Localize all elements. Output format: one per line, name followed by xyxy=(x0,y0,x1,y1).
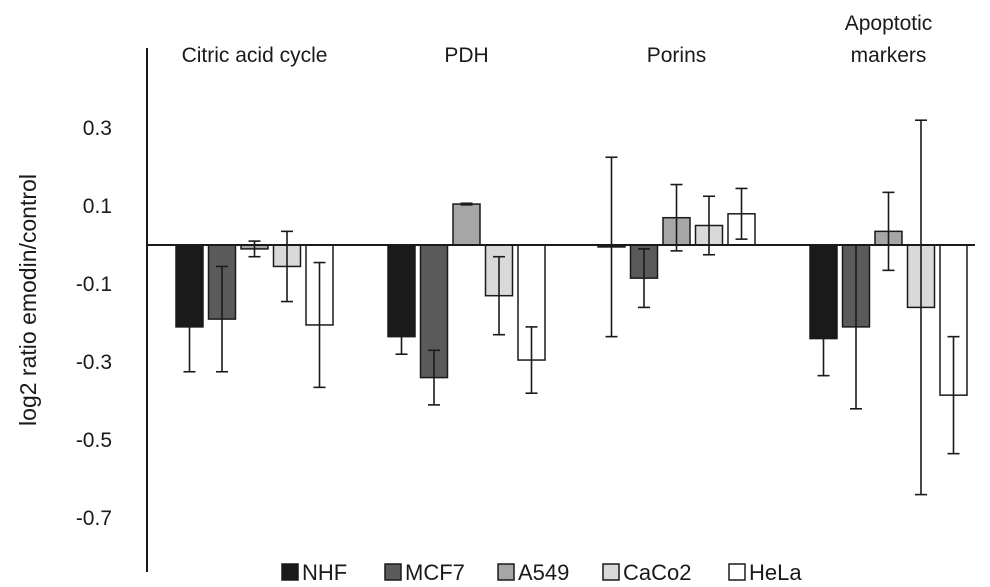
error-bar-mcf7-porins xyxy=(638,248,650,309)
legend-item-hela: HeLa xyxy=(728,560,802,585)
error-bar-hela-apoptotic-markers xyxy=(947,335,960,455)
error-bar-caco2-pdh xyxy=(493,255,505,336)
error-bar-hela-porins xyxy=(735,187,748,240)
legend-label: NHF xyxy=(302,560,347,585)
y-tick-label: -0.5 xyxy=(76,429,112,452)
legend-swatch xyxy=(384,563,402,581)
category-label-apoptotic-markers: markers xyxy=(851,44,927,67)
y-axis-title: log2 ratio emodin/control xyxy=(15,174,41,426)
error-bar-caco2-porins xyxy=(703,195,715,256)
error-bar-mcf7-citric-acid-cycle xyxy=(216,265,228,373)
legend-item-caco2: CaCo2 xyxy=(602,560,691,585)
category-label-apoptotic-markers: Apoptotic xyxy=(845,12,933,35)
error-bar-a549-apoptotic-markers xyxy=(882,191,895,272)
error-bar-nhf-porins xyxy=(605,156,618,338)
y-tick-label: 0.1 xyxy=(83,195,112,218)
error-bar-nhf-pdh xyxy=(395,318,408,356)
legend-swatch xyxy=(728,563,746,581)
legend-label: CaCo2 xyxy=(623,560,691,585)
error-bar-a549-citric-acid-cycle xyxy=(248,240,261,258)
legend: NHF MCF7 A549 CaCo2 HeLa xyxy=(281,560,802,585)
y-tick-label: 0.3 xyxy=(83,117,112,140)
legend-item-mcf7: MCF7 xyxy=(384,560,465,585)
category-label-pdh: PDH xyxy=(444,44,488,67)
error-bar-a549-pdh xyxy=(460,202,473,206)
error-bar-mcf7-pdh xyxy=(428,349,440,406)
error-bar-a549-porins xyxy=(670,183,683,252)
y-tick-label: -0.7 xyxy=(76,507,112,530)
error-bar-caco2-citric-acid-cycle xyxy=(281,230,293,303)
category-label-citric-acid-cycle: Citric acid cycle xyxy=(182,44,328,67)
legend-swatch xyxy=(281,563,299,581)
error-bar-caco2-apoptotic-markers xyxy=(915,119,927,496)
legend-item-a549: A549 xyxy=(497,560,569,585)
error-bar-hela-pdh xyxy=(525,326,538,395)
error-bar-hela-citric-acid-cycle xyxy=(313,261,326,389)
y-tick-label: -0.3 xyxy=(76,351,112,374)
category-labels: Citric acid cycle PDH Porins Apoptotic marke… xyxy=(182,12,933,67)
error-bar-nhf-apoptotic-markers xyxy=(817,300,830,377)
error-bars xyxy=(183,119,960,496)
legend-item-nhf: NHF xyxy=(281,560,347,585)
legend-label: HeLa xyxy=(749,560,802,585)
y-tick-labels: 0.3 0.1 -0.1 -0.3 -0.5 -0.7 xyxy=(76,117,112,530)
legend-swatch xyxy=(602,563,620,581)
bar-a549-pdh xyxy=(452,203,481,246)
bar-series xyxy=(175,203,968,396)
legend-label: MCF7 xyxy=(405,560,465,585)
legend-swatch xyxy=(497,563,515,581)
y-tick-label: -0.1 xyxy=(76,273,112,296)
legend-label: A549 xyxy=(518,560,569,585)
error-bar-mcf7-apoptotic-markers xyxy=(850,244,862,410)
category-label-porins: Porins xyxy=(647,44,707,67)
error-bar-nhf-citric-acid-cycle xyxy=(183,281,196,373)
